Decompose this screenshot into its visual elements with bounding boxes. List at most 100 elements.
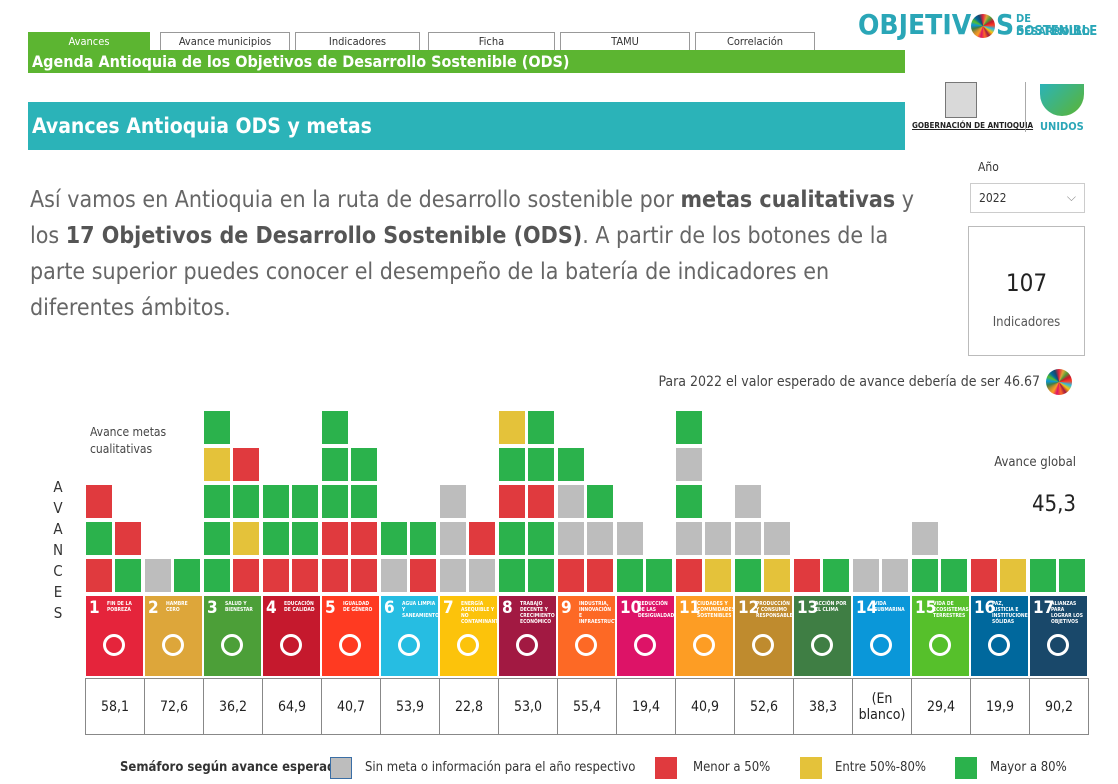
status-square <box>440 559 466 592</box>
status-square <box>705 559 731 592</box>
status-square <box>676 485 702 518</box>
goal-number: 12 <box>738 598 760 618</box>
intro-segment: y los <box>30 187 914 249</box>
goal-label: HAMBRE CERO <box>166 601 188 613</box>
status-square <box>292 522 318 555</box>
goal-label: TRABAJO DECENTE Y CRECIMIENTO ECONÓMICO <box>520 601 555 625</box>
goal-icon <box>1047 634 1069 656</box>
status-square <box>204 485 230 518</box>
legend-swatch <box>955 757 977 779</box>
goal-label: INDUSTRIA, INNOVACIÓN E INFRAESTRUCTURA <box>579 601 615 625</box>
status-square <box>174 559 200 592</box>
status-square <box>558 485 584 518</box>
goal-tile: 11 CIUDADES Y COMUNIDADES SOSTENIBLES <box>676 596 733 676</box>
status-square <box>499 559 525 592</box>
status-square <box>528 559 554 592</box>
goal-number: 1 <box>89 598 100 618</box>
status-square <box>469 559 495 592</box>
goal-icon <box>929 634 951 656</box>
tab[interactable]: Ficha <box>428 32 555 50</box>
agenda-bar: Agenda Antioquia de los Objetivos de Des… <box>28 50 905 73</box>
status-square <box>204 559 230 592</box>
status-square <box>204 448 230 481</box>
unidos-heart <box>1040 84 1084 116</box>
goal-tile: 7 ENERGÍA ASEQUIBLE Y NO CONTAMINANTE <box>440 596 497 676</box>
goal-number: 14 <box>856 598 878 618</box>
status-square <box>705 522 731 555</box>
status-square <box>440 485 466 518</box>
goal-number: 2 <box>148 598 159 618</box>
status-square <box>86 559 112 592</box>
goal-value: 36,2 <box>203 678 263 735</box>
status-square <box>617 522 643 555</box>
status-square <box>440 522 466 555</box>
status-square <box>322 559 348 592</box>
status-square <box>676 411 702 444</box>
status-square <box>115 522 141 555</box>
sdg-logo: OBJETIV S DE DESARROLLO SOSTENIBLE <box>858 8 1097 48</box>
goal-value: (En blanco) <box>852 678 912 735</box>
status-square <box>86 485 112 518</box>
goal-value: 53,0 <box>498 678 558 735</box>
status-square <box>322 448 348 481</box>
status-square <box>469 522 495 555</box>
goal-tile: 6 AGUA LIMPIA Y SANEAMIENTO <box>381 596 438 676</box>
intro-segment: . A partir de los botones de la parte su… <box>30 223 889 321</box>
status-square <box>263 522 289 555</box>
status-square <box>764 522 790 555</box>
goal-tile: 13 ACCIÓN POR EL CLIMA <box>794 596 851 676</box>
year-dropdown[interactable]: 2022 ⌵ <box>970 183 1085 213</box>
status-square <box>617 559 643 592</box>
goal-icon <box>516 634 538 656</box>
status-square <box>263 559 289 592</box>
tab[interactable]: Indicadores <box>295 32 420 50</box>
status-square <box>1059 559 1085 592</box>
tab[interactable]: Avance municipios <box>160 32 290 50</box>
goal-tile: 17 ALIANZAS PARA LOGRAR LOS OBJETIVOS <box>1030 596 1087 676</box>
goal-tile: 4 EDUCACIÓN DE CALIDAD <box>263 596 320 676</box>
status-square <box>410 559 436 592</box>
status-square <box>558 448 584 481</box>
goal-icon <box>339 634 361 656</box>
status-square <box>882 559 908 592</box>
kpi-value: 107 <box>1005 269 1048 297</box>
goal-value: 38,3 <box>793 678 853 735</box>
goal-label: ENERGÍA ASEQUIBLE Y NO CONTAMINANTE <box>461 601 497 625</box>
kpi-label: Indicadores <box>992 315 1061 330</box>
kpi-card: 107 Indicadores <box>968 226 1085 356</box>
goal-tile: 15 VIDA DE ECOSISTEMAS TERRESTRES <box>912 596 969 676</box>
global-value: 45,3 <box>1031 492 1076 517</box>
tab[interactable]: TAMU <box>560 32 690 50</box>
legend-label: Mayor a 80% <box>990 760 1067 775</box>
goal-number: 13 <box>797 598 819 618</box>
status-square <box>823 559 849 592</box>
goal-number: 7 <box>443 598 454 618</box>
status-square <box>735 559 761 592</box>
tab[interactable]: Correlación <box>695 32 815 50</box>
status-square <box>292 485 318 518</box>
status-square <box>499 411 525 444</box>
status-square <box>558 559 584 592</box>
status-square <box>676 559 702 592</box>
status-square <box>912 522 938 555</box>
tab[interactable]: Avances <box>28 32 150 50</box>
status-square <box>322 522 348 555</box>
goal-value: 90,2 <box>1029 678 1089 735</box>
squares-title: Avance metas cualitativas <box>90 425 167 456</box>
status-square <box>204 522 230 555</box>
status-square <box>204 411 230 444</box>
section-title: Avances Antioquia ODS y metas <box>28 102 905 150</box>
status-square <box>735 522 761 555</box>
status-square <box>587 522 613 555</box>
status-square <box>233 448 259 481</box>
status-square <box>233 522 259 555</box>
goal-icon <box>752 634 774 656</box>
government-crest <box>945 82 977 118</box>
goal-number: 4 <box>266 598 277 618</box>
goal-number: 5 <box>325 598 336 618</box>
status-square <box>351 448 377 481</box>
goal-icon <box>988 634 1010 656</box>
goal-tile: 8 TRABAJO DECENTE Y CRECIMIENTO ECONÓMICO <box>499 596 556 676</box>
goal-tile: 14 VIDA SUBMARINA <box>853 596 910 676</box>
